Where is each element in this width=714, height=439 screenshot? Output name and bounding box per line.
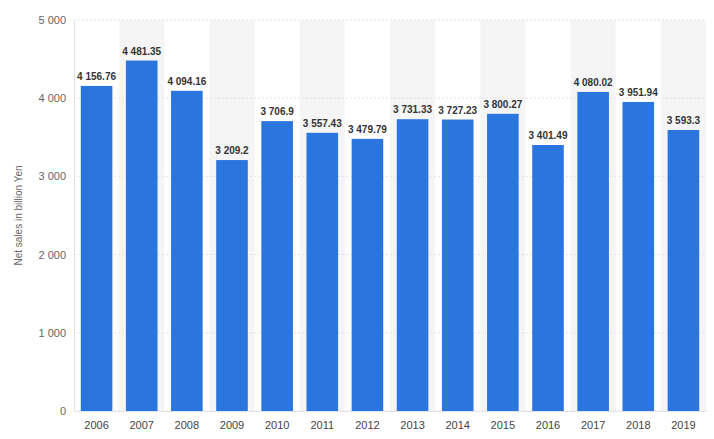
- y-axis-title: Net sales in billion Yen: [13, 165, 24, 265]
- band: [119, 20, 164, 411]
- band: [616, 20, 661, 411]
- x-tick: 2017: [581, 411, 605, 431]
- band: [390, 20, 435, 411]
- x-tick: 2013: [400, 411, 424, 431]
- bars: [81, 61, 699, 411]
- band: [164, 20, 209, 411]
- data-label: 4 156.76: [77, 71, 116, 82]
- x-tick: 2010: [265, 411, 289, 431]
- x-axis: 2006 2007 2008 2009 2010 2011 2012 2013 2014 2015…: [75, 411, 707, 431]
- bar: [306, 133, 338, 411]
- data-label: 3 951.94: [619, 87, 658, 98]
- x-tick-label: 2015: [491, 419, 515, 431]
- x-tick: 2009: [220, 411, 244, 431]
- bar: [126, 61, 158, 411]
- bar: [668, 130, 700, 411]
- y-tick: 5 000: [38, 14, 74, 26]
- x-tick: 2012: [355, 411, 379, 431]
- y-tick-label: 5 000: [38, 14, 66, 26]
- data-label: 3 401.49: [529, 130, 568, 141]
- y-tick: 3 000: [38, 170, 74, 182]
- data-label: 3 209.2: [215, 145, 249, 156]
- x-tick: 2018: [626, 411, 650, 431]
- grid-line: [74, 98, 706, 99]
- x-tick-label: 2010: [265, 419, 289, 431]
- bar: [81, 86, 113, 411]
- y-tick-label: 1 000: [38, 327, 66, 339]
- bands: [74, 20, 706, 411]
- bar: [532, 145, 564, 411]
- y-tick: 2 000: [38, 249, 74, 261]
- x-tick-label: 2013: [400, 419, 424, 431]
- band: [74, 20, 119, 411]
- y-tick-label: 4 000: [38, 92, 66, 104]
- y-axis-line: [74, 21, 75, 412]
- x-tick-label: 2017: [581, 419, 605, 431]
- plot: 01 0002 0003 0004 0005 00020062007200820…: [38, 14, 706, 431]
- x-tick: 2019: [671, 411, 695, 431]
- x-tick: 2006: [84, 411, 108, 431]
- bar: [397, 119, 429, 411]
- x-tick-label: 2008: [175, 419, 199, 431]
- x-tick: 2015: [491, 411, 515, 431]
- band: [345, 20, 390, 411]
- grid-line: [74, 332, 706, 333]
- data-label: 4 094.16: [167, 76, 206, 87]
- chart: 01 0002 0003 0004 0005 00020062007200820…: [0, 0, 714, 439]
- y-tick: 1 000: [38, 327, 74, 339]
- data-label: 4 481.35: [122, 46, 161, 57]
- x-tick-label: 2019: [671, 419, 695, 431]
- x-tick-label: 2007: [129, 419, 153, 431]
- bar: [171, 91, 203, 411]
- x-tick-label: 2012: [355, 419, 379, 431]
- grid: [74, 20, 706, 411]
- y-tick-label: 0: [60, 405, 66, 417]
- y-tick: 0: [60, 405, 74, 417]
- data-label: 3 706.9: [260, 106, 294, 117]
- x-tick-label: 2009: [220, 419, 244, 431]
- bar: [261, 121, 293, 411]
- y-tick-label: 2 000: [38, 249, 66, 261]
- data-label: 3 727.23: [438, 105, 477, 116]
- data-label: 3 593.3: [667, 115, 701, 126]
- x-tick: 2008: [175, 411, 199, 431]
- x-tick: 2007: [129, 411, 153, 431]
- y-tick-label: 3 000: [38, 170, 66, 182]
- y-axis: 0 1 000 2 000 3 000 4 000 5 000: [38, 14, 74, 417]
- x-tick-label: 2018: [626, 419, 650, 431]
- x-tick: 2016: [536, 411, 560, 431]
- bar: [216, 160, 248, 411]
- x-tick: 2014: [445, 411, 469, 431]
- x-tick-label: 2014: [445, 419, 469, 431]
- bar: [442, 120, 474, 411]
- y-tick: 4 000: [38, 92, 74, 104]
- bar: [622, 102, 654, 411]
- data-label: 3 731.33: [393, 104, 432, 115]
- band: [661, 20, 706, 411]
- data-label: 4 080.02: [574, 77, 613, 88]
- bar: [352, 139, 384, 411]
- band: [300, 20, 345, 411]
- x-tick: 2011: [310, 411, 334, 431]
- band: [525, 20, 570, 411]
- band: [209, 20, 254, 411]
- x-axis-line: [75, 411, 707, 412]
- grid-line: [74, 254, 706, 255]
- grid-line: [74, 176, 706, 177]
- data-labels: 4 156.76 4 481.35 4 094.16 3 209.2 3 706.9 3 …: [77, 46, 700, 156]
- x-tick-label: 2016: [536, 419, 560, 431]
- band: [255, 20, 300, 411]
- grid-line: [74, 411, 706, 412]
- x-tick-label: 2011: [310, 419, 334, 431]
- data-label: 3 800.27: [483, 99, 522, 110]
- bar: [487, 114, 519, 411]
- data-label: 3 557.43: [303, 118, 342, 129]
- data-label: 3 479.79: [348, 124, 387, 135]
- band: [571, 20, 616, 411]
- band: [435, 20, 480, 411]
- x-tick-label: 2006: [84, 419, 108, 431]
- grid-line: [74, 20, 706, 21]
- band: [480, 20, 525, 411]
- bar: [577, 92, 609, 411]
